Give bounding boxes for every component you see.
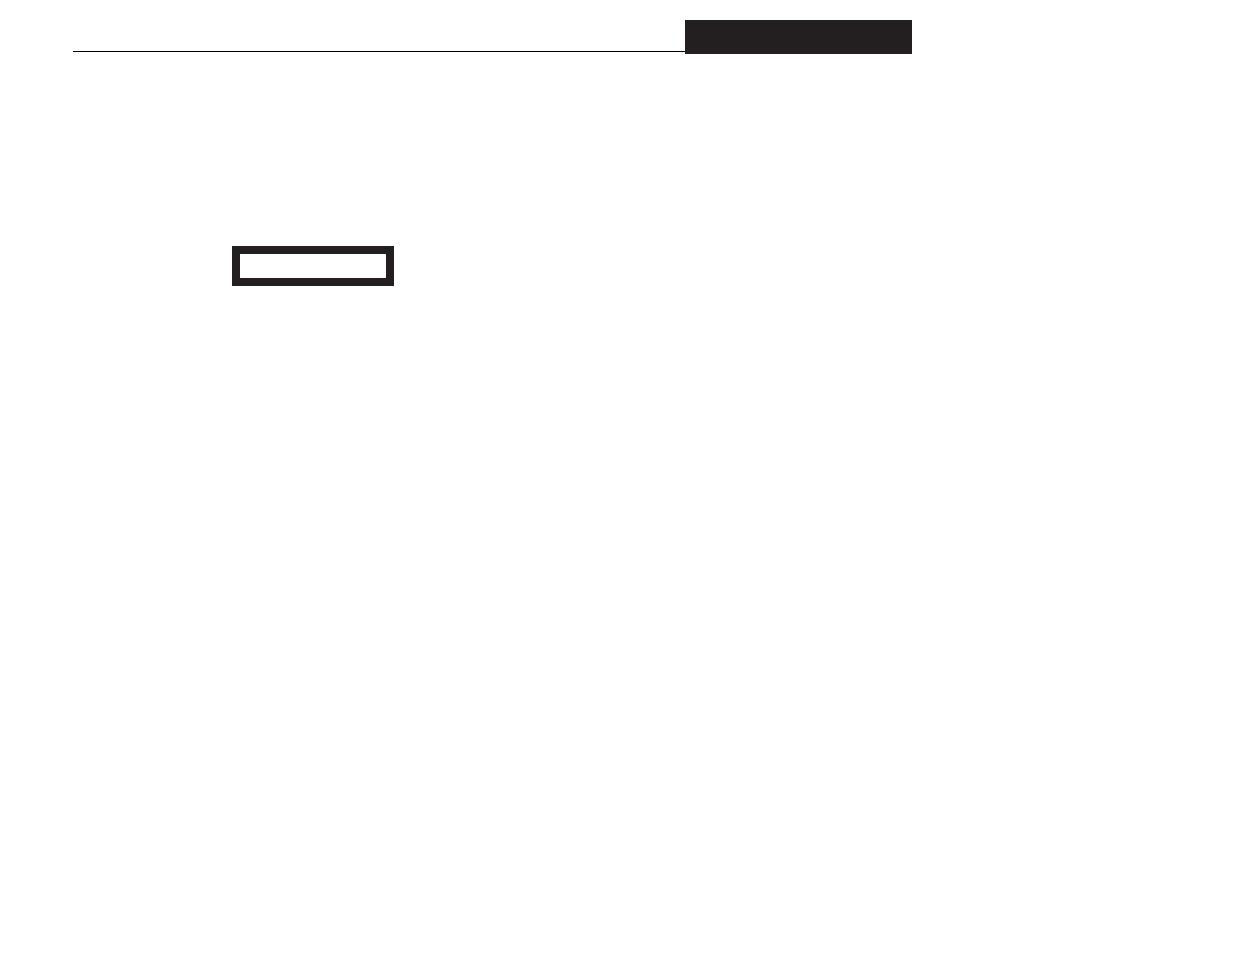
search-button[interactable] <box>685 20 912 54</box>
search-bar <box>73 20 912 54</box>
secondary-button[interactable] <box>232 246 394 286</box>
search-input[interactable] <box>73 20 685 52</box>
